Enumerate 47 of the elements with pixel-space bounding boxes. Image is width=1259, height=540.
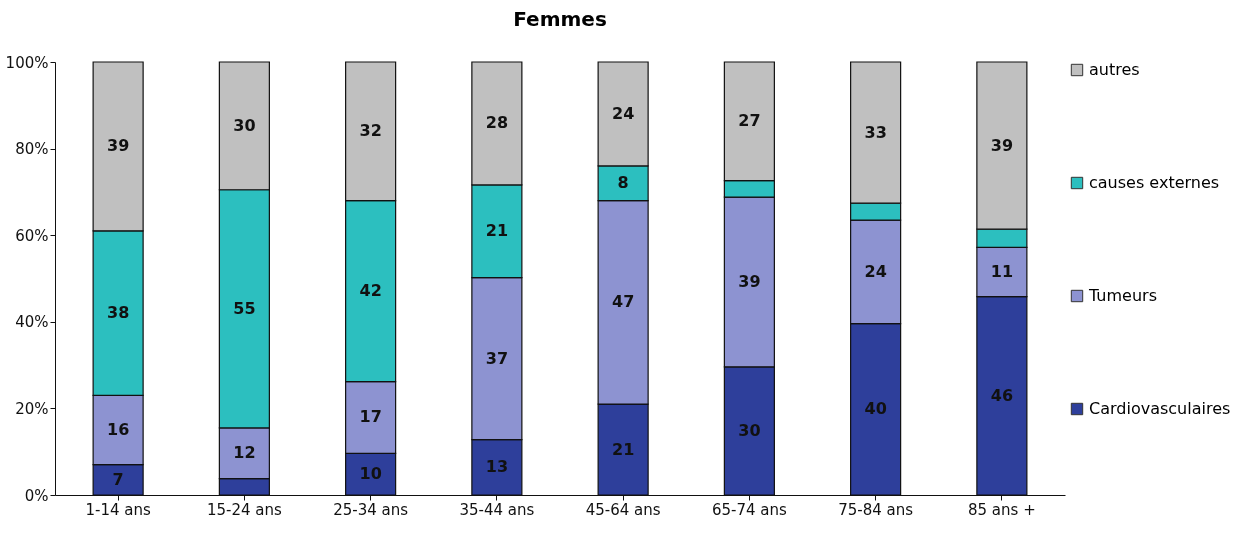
legend-label: causes externes <box>1089 173 1220 192</box>
data-label: 21 <box>611 439 635 459</box>
data-label: 46 <box>990 385 1014 405</box>
data-label: 47 <box>611 292 635 312</box>
data-label: 27 <box>738 111 761 131</box>
y-tick-label: 20% <box>15 399 49 418</box>
data-label: 17 <box>359 407 382 427</box>
x-tick-label: 65-74 ans <box>711 500 787 519</box>
y-tick-label: 40% <box>15 313 49 332</box>
data-label: 42 <box>359 281 382 301</box>
y-tick-label: 100% <box>5 53 49 72</box>
data-label: 30 <box>233 115 256 135</box>
data-label: 39 <box>106 136 130 156</box>
data-label: 21 <box>485 221 509 241</box>
x-tick-label: 75-84 ans <box>838 500 914 519</box>
x-tick-label: 45-64 ans <box>585 500 661 519</box>
data-label: 12 <box>233 443 256 463</box>
data-label: 7 <box>112 469 124 489</box>
legend-label: autres <box>1089 60 1140 79</box>
data-label: 24 <box>864 261 887 281</box>
chart-title: Femmes <box>513 7 607 31</box>
x-tick-label: 15-24 ans <box>206 500 282 519</box>
data-label: 16 <box>106 420 130 440</box>
data-label: 24 <box>611 103 635 123</box>
data-label: 30 <box>738 420 761 440</box>
data-label: 10 <box>359 464 382 484</box>
data-label: 38 <box>106 303 130 323</box>
data-label: 37 <box>485 348 509 368</box>
legend-label: Tumeurs <box>1088 286 1157 305</box>
y-tick-label: 80% <box>15 140 49 159</box>
legend-label: Cardiovasculaires <box>1089 399 1231 418</box>
x-tick-label: 1-14 ans <box>85 500 151 519</box>
data-label: 39 <box>738 271 761 291</box>
data-label: 28 <box>485 113 509 133</box>
data-label: 55 <box>233 298 256 318</box>
data-label: 8 <box>617 173 629 193</box>
x-tick-label: 25-34 ans <box>333 500 409 519</box>
data-label: 33 <box>864 122 887 142</box>
x-tick-label: 85 ans + <box>968 500 1036 519</box>
data-label: 39 <box>990 135 1014 155</box>
data-label: 13 <box>485 457 509 477</box>
y-tick-label: 0% <box>24 486 49 505</box>
data-label: 40 <box>864 399 887 419</box>
data-label: 11 <box>990 262 1014 282</box>
data-label: 32 <box>359 121 382 141</box>
y-tick-label: 60% <box>15 226 49 245</box>
x-tick-label: 35-44 ans <box>459 500 535 519</box>
